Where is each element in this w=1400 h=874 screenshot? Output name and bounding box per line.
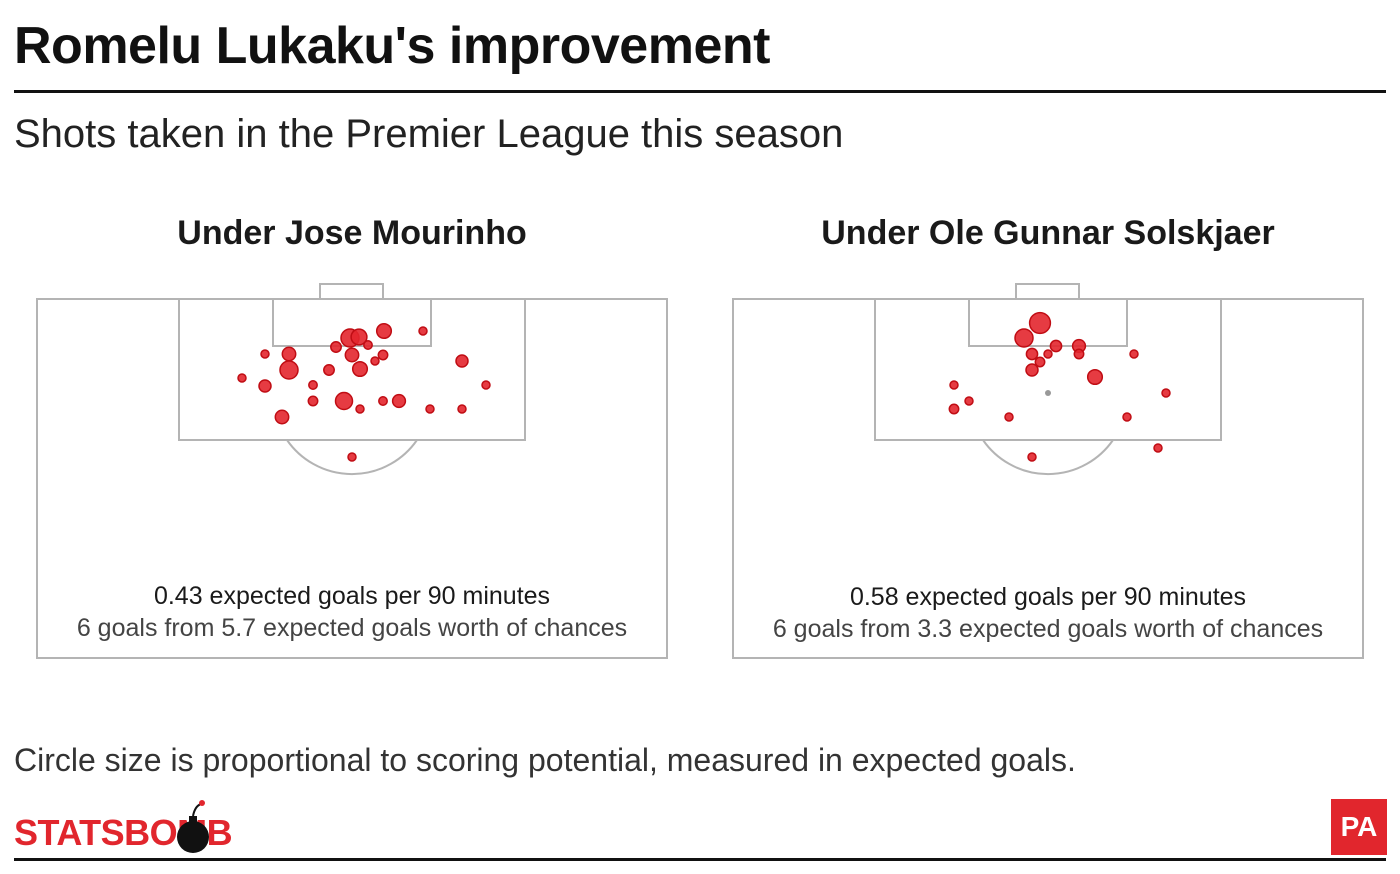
xg-per-90-mourinho: 0.43 expected goals per 90 minutes (153, 582, 551, 610)
shot-point (1086, 368, 1104, 386)
goals-summary-solskjaer: 6 goals from 3.3 expected goals worth of… (772, 615, 1324, 643)
shot-point (1027, 452, 1037, 462)
shot-point (279, 360, 299, 380)
bomb-icon (177, 800, 209, 853)
goal (319, 283, 384, 300)
shot-point (1129, 349, 1139, 359)
title-divider (14, 90, 1386, 93)
shot-point (1034, 356, 1046, 368)
shot-point (355, 404, 365, 414)
shot-point (1043, 349, 1053, 359)
shot-point (481, 380, 491, 390)
shot-point (455, 354, 469, 368)
shot-point (323, 364, 335, 376)
shot-point (378, 396, 388, 406)
penalty-spot (1045, 390, 1051, 396)
shot-point (274, 409, 290, 425)
footnote: Circle size is proportional to scoring p… (14, 742, 1076, 778)
shot-point (281, 346, 297, 362)
chart-subtitle: Shots taken in the Premier League this s… (14, 112, 844, 156)
shot-point (948, 403, 960, 415)
panel-title-mourinho: Under Jose Mourinho (177, 214, 527, 252)
shot-point (391, 393, 407, 409)
pa-logo: PA (1331, 799, 1387, 855)
shot-point (237, 373, 247, 383)
shot-point (1161, 388, 1171, 398)
shot-point (1025, 347, 1039, 361)
shot-point (334, 391, 354, 411)
xg-per-90-solskjaer: 0.58 expected goals per 90 minutes (849, 583, 1247, 611)
shot-point (330, 341, 342, 353)
shot-point (1049, 339, 1063, 353)
shot-point (351, 360, 369, 378)
goal (1015, 283, 1080, 300)
shot-point (370, 356, 380, 366)
shot-point (949, 380, 959, 390)
footer-divider (14, 858, 1386, 861)
shot-point (1153, 443, 1163, 453)
shot-point (377, 349, 389, 361)
shot-point (344, 347, 360, 363)
shot-point (418, 326, 428, 336)
shot-point (308, 380, 318, 390)
pitch-mourinho (36, 283, 668, 659)
penalty-arc (982, 439, 1114, 476)
shot-point (1122, 412, 1132, 422)
shot-point (425, 404, 435, 414)
goals-summary-mourinho: 6 goals from 5.7 expected goals worth of… (76, 614, 628, 642)
shot-point (347, 452, 357, 462)
shot-point (260, 349, 270, 359)
chart-title: Romelu Lukaku's improvement (14, 17, 770, 75)
pitch-solskjaer (732, 283, 1364, 659)
shot-point (350, 328, 368, 346)
shot-point (375, 322, 393, 340)
shot-point (307, 395, 319, 407)
panel-title-solskjaer: Under Ole Gunnar Solskjaer (821, 214, 1275, 252)
shot-point (457, 404, 467, 414)
shot-point (964, 396, 974, 406)
shot-point (1014, 328, 1034, 348)
shot-point (1073, 348, 1085, 360)
shot-point (1004, 412, 1014, 422)
shot-point (1025, 363, 1039, 377)
shot-point (258, 379, 272, 393)
shot-point (363, 340, 373, 350)
penalty-arc (286, 439, 418, 476)
shot-point (1028, 311, 1052, 335)
